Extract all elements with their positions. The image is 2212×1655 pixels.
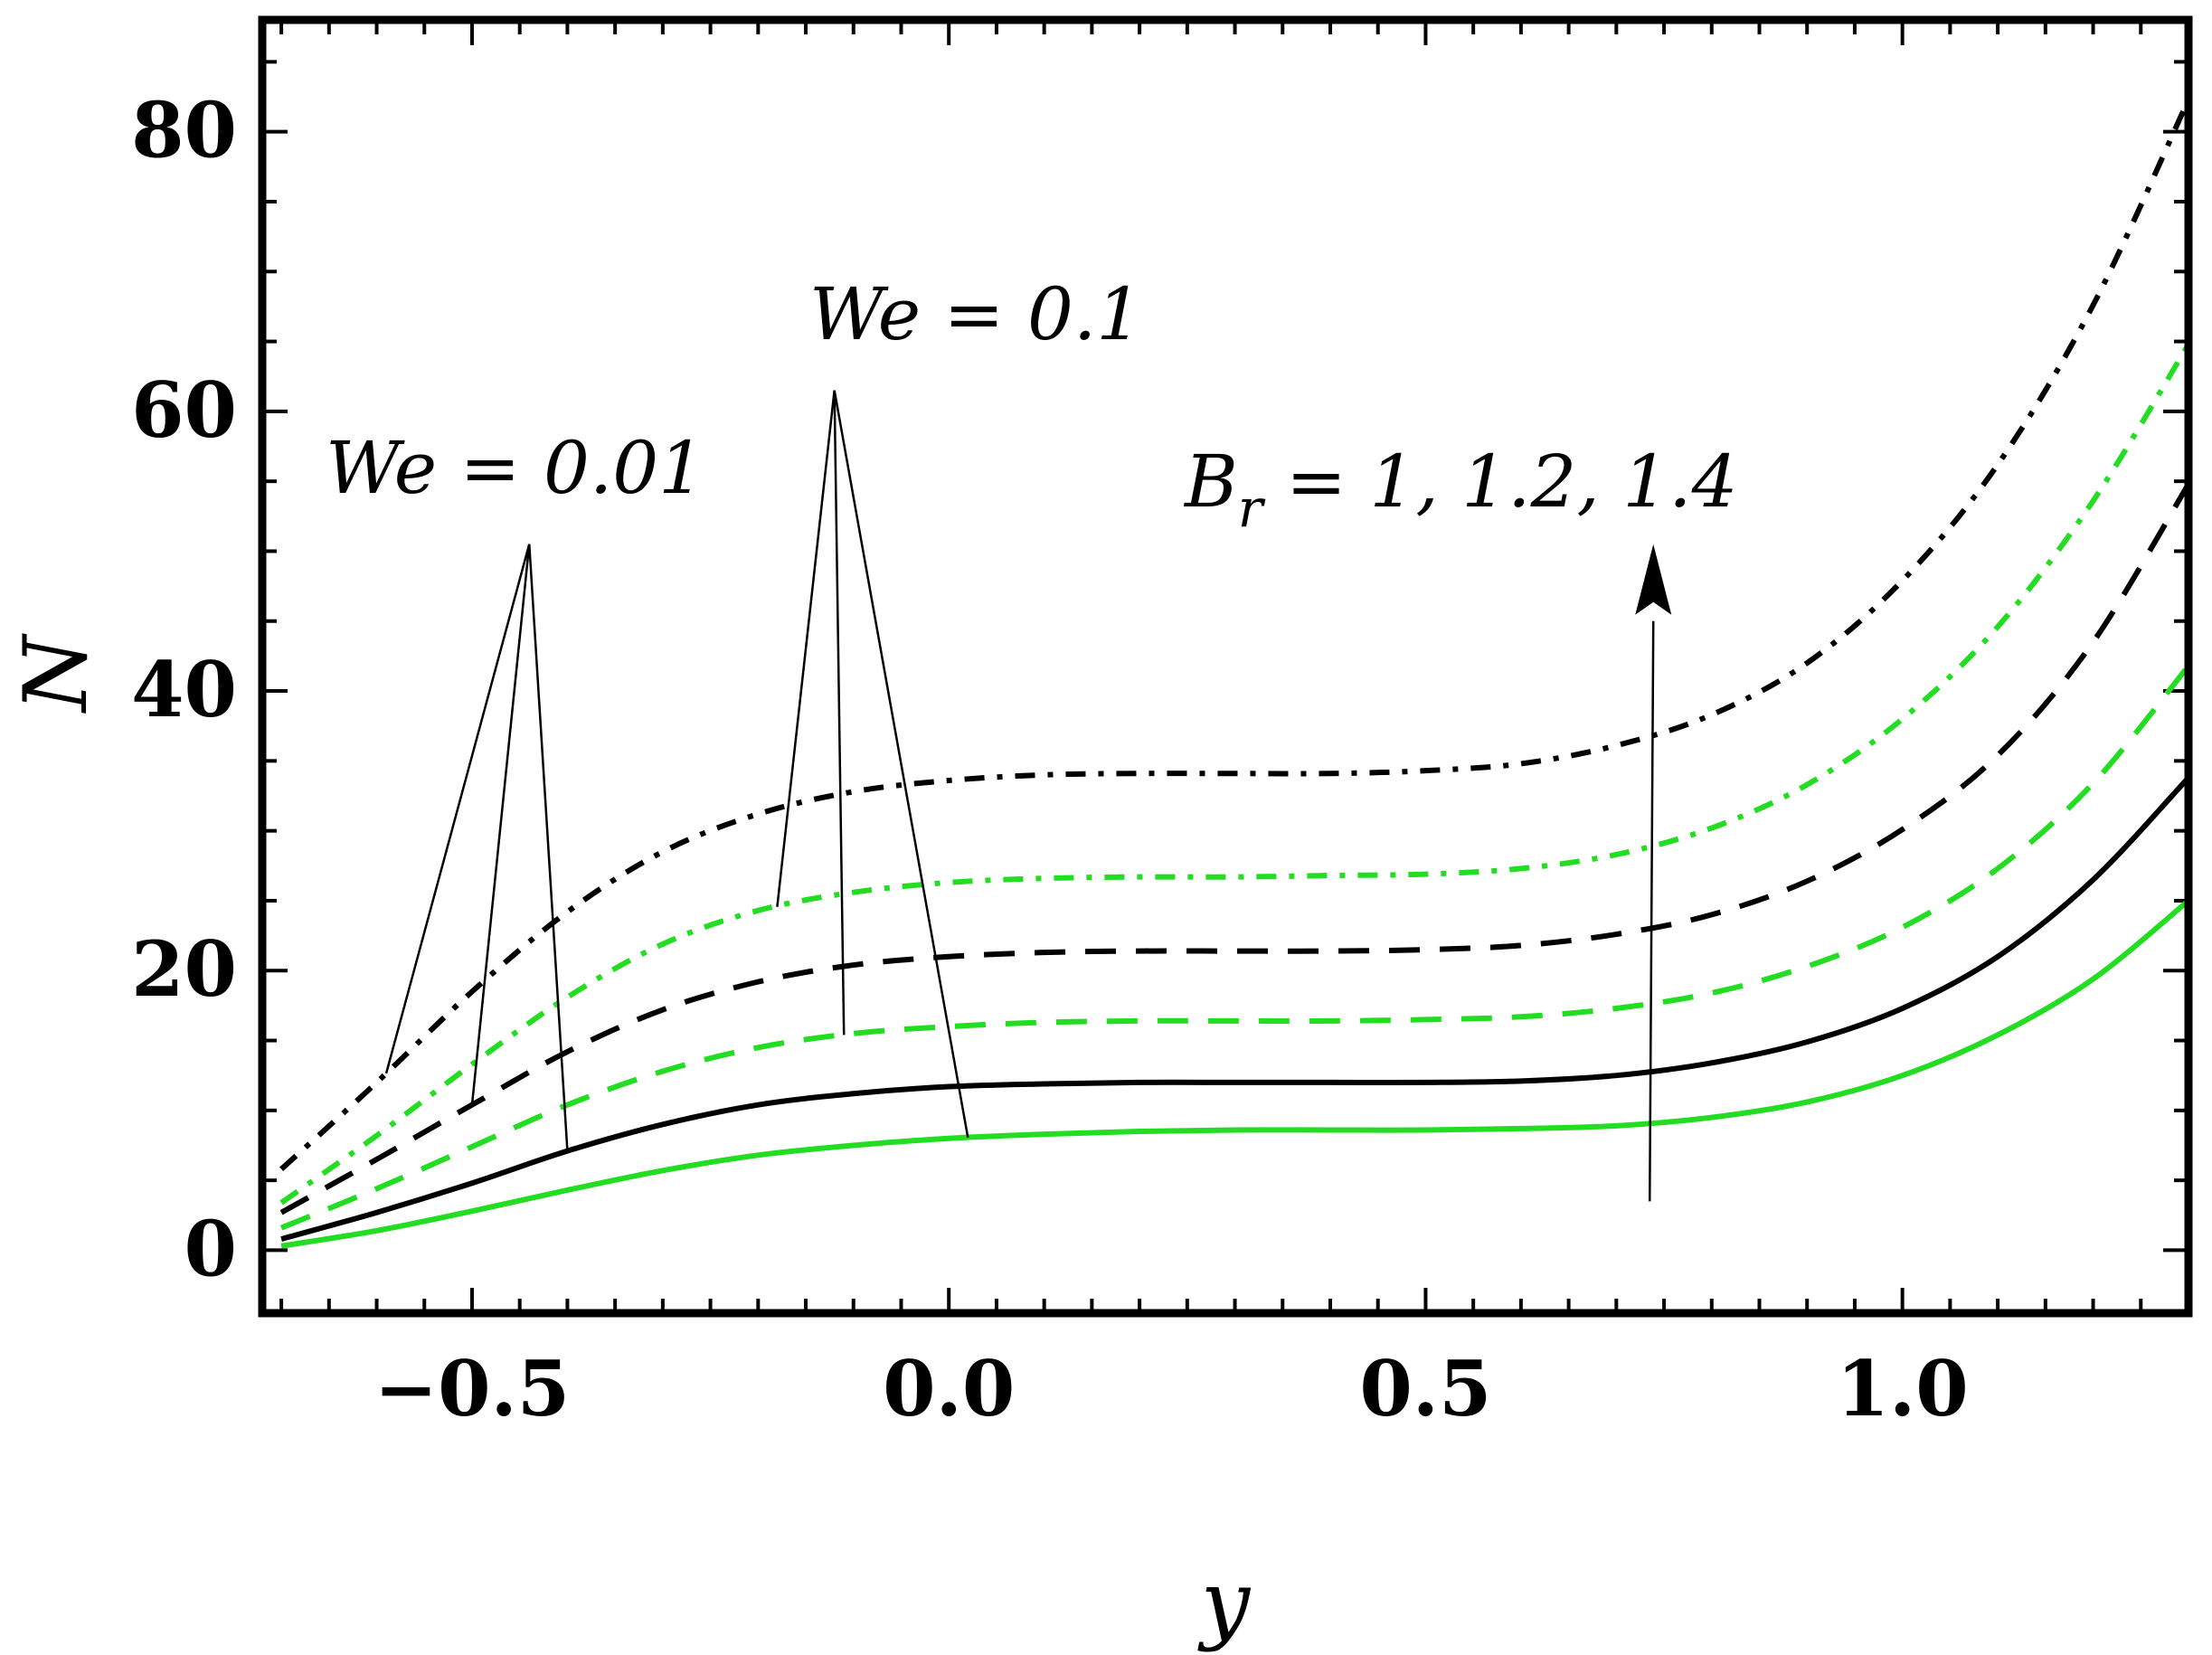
pointer-line-we-low [384,544,531,1074]
x-tick-label: 0.5 [1359,1344,1491,1433]
pointer-line-we-low [470,544,531,1105]
y-tick-label: 20 [131,924,237,1014]
pointer-line-we-high [776,390,836,907]
series-line-4 [280,898,2190,1249]
y-axis-title: N [5,633,107,714]
x-tick-label: 0.0 [883,1344,1015,1433]
pointer-line-we-high [833,390,969,1139]
tick-labels: −0.5 0.0 0.5 1.0 0 20 40 60 80 [131,86,1969,1433]
annotation-we-high: We = 0.1 [809,272,1142,356]
axis-ticks [262,20,2190,1313]
x-axis-title: y [1197,1552,1252,1653]
y-tick-label: 80 [131,86,237,175]
series-group [279,98,2191,1249]
y-tick-label: 40 [131,645,237,734]
br-arrow-shaft [1648,620,1655,1202]
annotation-pointers [384,390,1672,1202]
y-tick-label: 60 [131,365,237,455]
series-line-3 [279,98,2191,1171]
annotation-br: Br = 1, 1.2, 1.4 [1183,440,1738,539]
series-line-2 [279,482,2191,1215]
series-line-6 [279,343,2191,1206]
pointer-line-we-low [527,544,569,1151]
x-tick-label: 1.0 [1837,1344,1969,1433]
annotation-we-low: We = 0.01 [326,426,704,510]
x-tick-label: −0.5 [374,1344,571,1433]
pointer-line-we-high [833,390,846,1036]
plot-frame [258,15,2193,1318]
y-tick-label: 0 [184,1204,237,1293]
br-arrow-head [1635,544,1672,615]
series-line-1 [280,775,2191,1242]
